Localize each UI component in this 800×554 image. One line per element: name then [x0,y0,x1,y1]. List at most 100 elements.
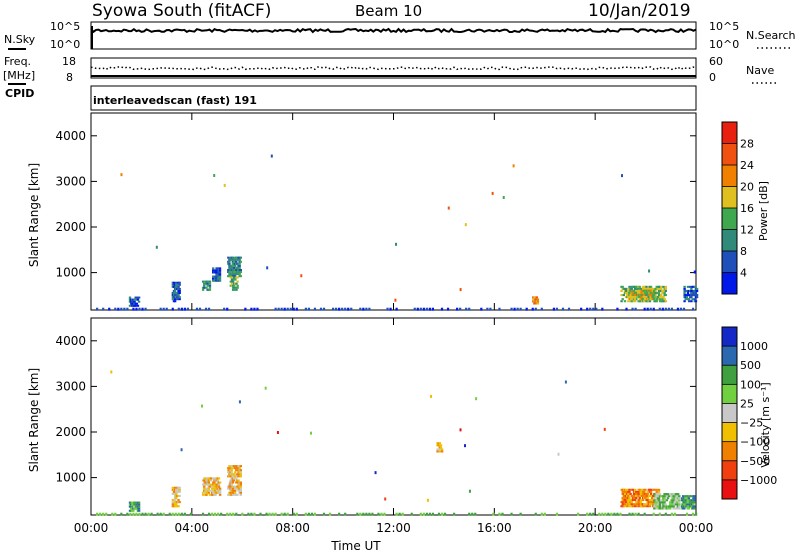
y-tick-label: 3000 [55,379,86,393]
echo-cell [207,307,211,311]
echo-cell [177,294,180,297]
x-tick-label: 04:00 [175,521,210,535]
echo-cell [233,489,237,492]
echo-cell [628,285,631,288]
echo-cell [231,268,235,272]
echo-cell [621,496,624,500]
echo-cell [368,512,371,516]
echo-cell [159,307,162,311]
colorbar-segment [722,208,737,230]
echo-cell [218,489,222,492]
echo-cell [684,497,687,500]
echo-cell [678,495,681,498]
freq-unit-label: [MHz] [3,69,35,82]
echo-cell [231,264,235,267]
echo-cell [586,512,589,516]
echo-cell [607,512,610,516]
echo-cell [102,307,105,311]
echo-cell [256,307,259,311]
echo-cell [310,512,314,516]
colorbar-tick-label: −100 [740,436,770,449]
echo-cell [646,307,649,311]
echo-cell [331,307,335,311]
echo-cell [687,497,691,500]
echo-cell [218,273,222,276]
echo-cell [663,298,666,301]
echo-cell [691,307,695,311]
echo-cell [228,262,231,265]
echo-cell [652,293,656,296]
colorbar-segment [722,122,737,144]
echo-cell [693,298,697,301]
echo-cell [693,294,697,297]
echo-cell [580,307,583,311]
echo-cell [229,512,232,516]
echo-cell [236,493,239,496]
echo-cell [229,273,232,276]
echo-cell [693,285,697,288]
echo-cell [270,154,273,158]
echo-cell [239,473,243,476]
echo-cell [239,485,243,488]
echo-cell [165,307,168,311]
echo-cell [177,307,180,311]
echo-cell [536,300,540,303]
echo-cell [274,512,277,516]
echo-cell [128,304,132,307]
echo-cell [531,307,534,311]
velocity-panel: 1000 2000 3000 4000 00:00 04:00 08:00 12:00 16:0… [27,317,777,553]
echo-cell [229,491,232,494]
echo-cell [138,512,141,516]
echo-cell [389,307,392,311]
echo-cell [603,427,606,431]
echo-cell [639,501,643,504]
echo-cell [102,512,105,516]
echo-cell [237,479,240,482]
echo-cell [638,298,641,301]
echo-cell [359,512,362,516]
echo-cell [693,495,696,498]
echo-cell [217,483,221,486]
echo-cell [491,191,494,195]
echo-cell [208,280,212,283]
echo-cell [586,307,589,311]
echo-cell [654,501,657,504]
echo-cell [687,294,691,297]
echo-cell [629,492,632,495]
echo-cell [216,479,220,482]
echo-cell [204,307,208,311]
echo-cell [155,245,158,249]
echo-cell [655,488,658,491]
echo-cell [419,512,422,516]
echo-cell [304,512,307,516]
echo-cell [498,512,501,516]
echo-cell [657,497,661,500]
x-axis-label: Time UT [330,539,381,553]
nave-tick-bottom: 0 [709,71,716,84]
echo-cell [159,512,162,516]
echo-cell [430,394,433,398]
echo-cell [627,289,630,292]
echo-cell [203,286,206,289]
echo-cell [239,483,243,486]
echo-cell [231,493,235,496]
echo-cell [178,486,181,489]
echo-cell [135,296,139,299]
echo-cell [132,512,135,516]
echo-cell [171,512,174,516]
echo-cell [640,488,644,491]
echo-cell [236,276,239,279]
echo-cell [613,512,616,516]
echo-cell [335,307,338,311]
echo-cell [552,307,556,311]
echo-cell [137,509,141,512]
echo-cell [627,287,630,290]
echo-cell [653,505,656,508]
echo-cell [516,307,519,311]
echo-cell [436,450,439,453]
echo-cell [655,490,658,493]
echo-cell [624,488,628,491]
echo-cell [690,296,693,299]
echo-cell [471,512,474,516]
power-echo-cells [96,154,699,311]
